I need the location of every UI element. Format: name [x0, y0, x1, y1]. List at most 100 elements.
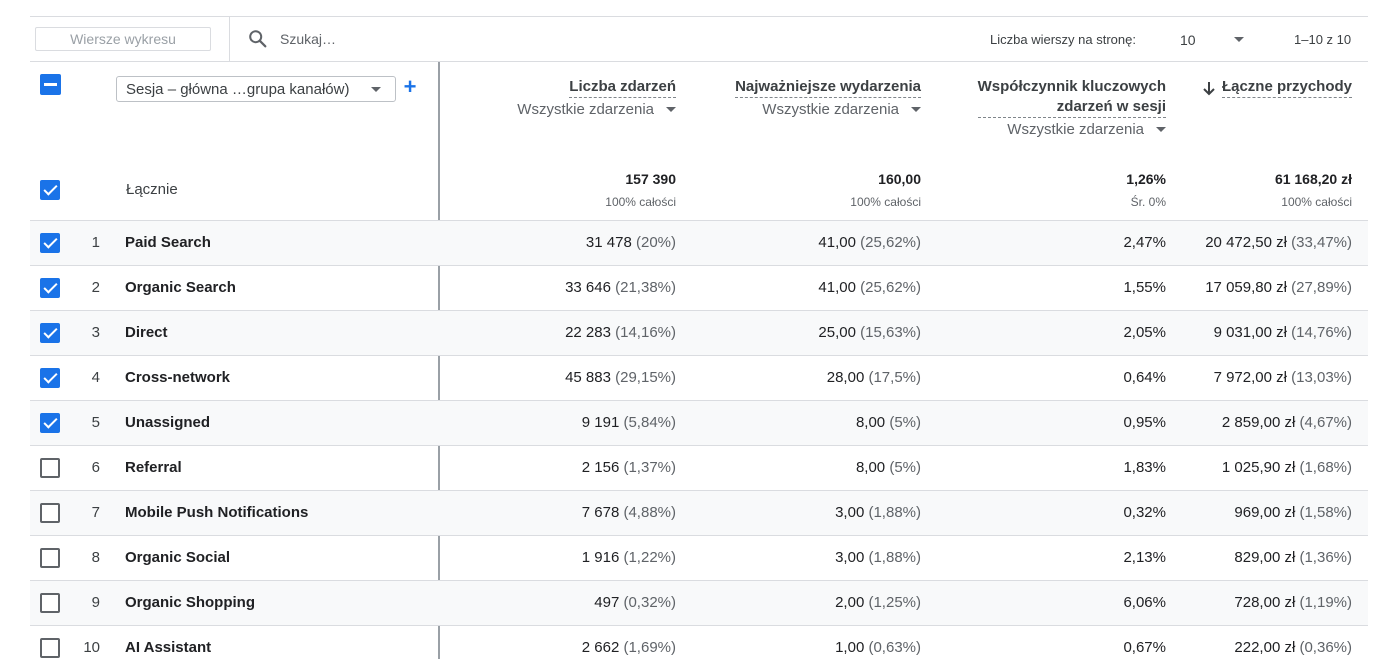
row-channel-name: Cross-network — [125, 369, 231, 386]
row-key-events-pct: (1,25%) — [868, 594, 921, 611]
row-checkbox[interactable] — [40, 278, 60, 298]
total-key-events: 160,00 — [878, 171, 921, 187]
row-events-value: 7 678 — [581, 504, 620, 521]
column-filter-label: Wszystkie zdarzenia — [1007, 121, 1144, 138]
row-index: 2 — [91, 279, 100, 296]
table-row[interactable]: 10 AI Assistant 2 662 (1,69%) 1,00 (0,63%) 0… — [30, 626, 1368, 659]
rows-per-page-value: 10 — [1180, 32, 1196, 48]
table-row[interactable]: 1 Paid Search 31 478 (20%) 41,00 (25,62%) 2,… — [30, 221, 1368, 266]
row-checkbox[interactable] — [40, 413, 60, 433]
table-row[interactable]: 8 Organic Social 1 916 (1,22%) 3,00 (1,88%)… — [30, 536, 1368, 581]
column-title-line-1: Współczynnik kluczowych — [977, 78, 1166, 95]
row-checkbox[interactable] — [40, 638, 60, 658]
row-key-event-rate: 0,95% — [1123, 414, 1166, 431]
row-index: 7 — [91, 504, 100, 521]
row-channel-name: Unassigned — [125, 414, 211, 431]
row-key-event-rate: 2,05% — [1123, 324, 1166, 341]
row-key-events-value: 28,00 — [826, 369, 865, 386]
column-header-key-events[interactable]: Najważniejsze wydarzenia Wszystkie zdarz… — [700, 77, 921, 118]
row-key-events: 25,00 (15,63%) — [700, 324, 921, 341]
row-events-value: 2 156 — [581, 459, 620, 476]
table-row[interactable]: 2 Organic Search 33 646 (21,38%) 41,00 (25,… — [30, 266, 1368, 311]
column-header-events[interactable]: Liczba zdarzeń Wszystkie zdarzenia — [470, 77, 676, 118]
table-row[interactable]: 9 Organic Shopping 497 (0,32%) 2,00 (1,25%)… — [30, 581, 1368, 626]
dimension-select-label: Sesja – główna …grupa kanałów) — [126, 80, 350, 98]
row-key-events-value: 25,00 — [818, 324, 856, 341]
row-events-pct: (21,38%) — [615, 279, 676, 296]
row-checkbox[interactable] — [40, 593, 60, 613]
row-revenue-value: 728,00 zł — [1234, 594, 1296, 611]
chevron-down-icon — [371, 87, 381, 92]
row-checkbox[interactable] — [40, 548, 60, 568]
row-key-events: 28,00 (17,5%) — [700, 369, 921, 386]
totals-checkbox[interactable] — [40, 180, 60, 200]
row-key-events-value: 41,00 — [818, 234, 856, 251]
search-icon[interactable] — [247, 28, 269, 50]
row-key-event-rate: 2,47% — [1123, 234, 1166, 251]
row-revenue: 2 859,00 zł (4,67%) — [1140, 414, 1352, 431]
row-revenue-value: 7 972,00 zł — [1213, 369, 1287, 386]
chart-rows-button[interactable]: Wiersze wykresu — [35, 27, 211, 51]
row-index: 8 — [91, 549, 100, 566]
select-all-checkbox[interactable] — [40, 74, 61, 95]
row-checkbox[interactable] — [40, 233, 60, 253]
row-revenue-value: 829,00 zł — [1234, 549, 1296, 566]
table-row[interactable]: 3 Direct 22 283 (14,16%) 25,00 (15,63%) 2,05… — [30, 311, 1368, 356]
row-channel-name: AI Assistant — [125, 639, 212, 656]
column-header-revenue[interactable]: Łączne przychody — [1180, 77, 1352, 100]
row-channel-name: Organic Shopping — [125, 594, 255, 611]
row-revenue-pct: (1,58%) — [1299, 504, 1352, 521]
row-channel-name: Paid Search — [125, 234, 211, 251]
row-key-events: 3,00 (1,88%) — [700, 504, 921, 521]
row-channel-name: Organic Search — [125, 279, 236, 296]
row-checkbox[interactable] — [40, 323, 60, 343]
chevron-down-icon — [1156, 127, 1166, 132]
row-key-events-pct: (1,88%) — [868, 504, 921, 521]
row-index: 1 — [91, 234, 100, 251]
row-revenue: 7 972,00 zł (13,03%) — [1140, 369, 1352, 386]
row-events-pct: (1,37%) — [623, 459, 676, 476]
table-row[interactable]: 5 Unassigned 9 191 (5,84%) 8,00 (5%) 0,95% 2 … — [30, 401, 1368, 446]
row-key-events: 2,00 (1,25%) — [700, 594, 921, 611]
totals-divider — [30, 220, 1368, 221]
row-events-value: 31 478 — [585, 234, 632, 251]
row-index: 3 — [91, 324, 100, 341]
row-revenue: 1 025,90 zł (1,68%) — [1140, 459, 1352, 476]
row-checkbox[interactable] — [40, 458, 60, 478]
search-input[interactable]: Szukaj… — [280, 31, 337, 47]
total-revenue-sub: 100% całości — [1281, 195, 1352, 209]
row-key-events-pct: (5%) — [889, 414, 921, 431]
row-events-value: 22 283 — [565, 324, 611, 341]
row-key-events-pct: (15,63%) — [860, 324, 921, 341]
row-events: 497 (0,32%) — [470, 594, 676, 611]
row-key-events: 3,00 (1,88%) — [700, 549, 921, 566]
column-filter-label: Wszystkie zdarzenia — [517, 101, 654, 118]
row-events-pct: (14,16%) — [615, 324, 676, 341]
row-checkbox[interactable] — [40, 368, 60, 388]
row-key-events-pct: (0,63%) — [868, 639, 921, 656]
sort-descending-icon[interactable] — [1201, 80, 1217, 96]
row-events-pct: (0,32%) — [623, 594, 676, 611]
row-key-events-pct: (17,5%) — [868, 369, 921, 386]
table-row[interactable]: 4 Cross-network 45 883 (29,15%) 28,00 (17,5… — [30, 356, 1368, 401]
add-dimension-button[interactable]: + — [403, 74, 417, 99]
column-filter[interactable]: Wszystkie zdarzenia — [700, 101, 921, 118]
row-key-event-rate: 0,64% — [1123, 369, 1166, 386]
row-revenue-value: 9 031,00 zł — [1213, 324, 1287, 341]
row-revenue-pct: (0,36%) — [1299, 639, 1352, 656]
row-events-value: 9 191 — [581, 414, 620, 431]
row-revenue-value: 1 025,90 zł — [1221, 459, 1296, 476]
column-header-key-event-rate[interactable]: Współczynnik kluczowych zdarzeń w sesji … — [945, 77, 1166, 138]
column-title-line-2: zdarzeń w sesji — [1056, 98, 1166, 115]
row-revenue-value: 20 472,50 zł — [1205, 234, 1287, 251]
row-revenue: 829,00 zł (1,36%) — [1140, 549, 1352, 566]
table-row[interactable]: 7 Mobile Push Notifications 7 678 (4,88%) 3… — [30, 491, 1368, 536]
column-filter[interactable]: Wszystkie zdarzenia — [945, 121, 1166, 138]
total-events: 157 390 — [625, 171, 676, 187]
row-checkbox[interactable] — [40, 503, 60, 523]
dimension-select[interactable]: Sesja – główna …grupa kanałów) — [116, 76, 396, 102]
rows-per-page-select[interactable]: 10 — [1180, 28, 1244, 52]
table-row[interactable]: 6 Referral 2 156 (1,37%) 8,00 (5%) 1,83% 1 02… — [30, 446, 1368, 491]
column-filter[interactable]: Wszystkie zdarzenia — [470, 101, 676, 118]
total-key-event-rate: 1,26% — [1126, 171, 1166, 187]
